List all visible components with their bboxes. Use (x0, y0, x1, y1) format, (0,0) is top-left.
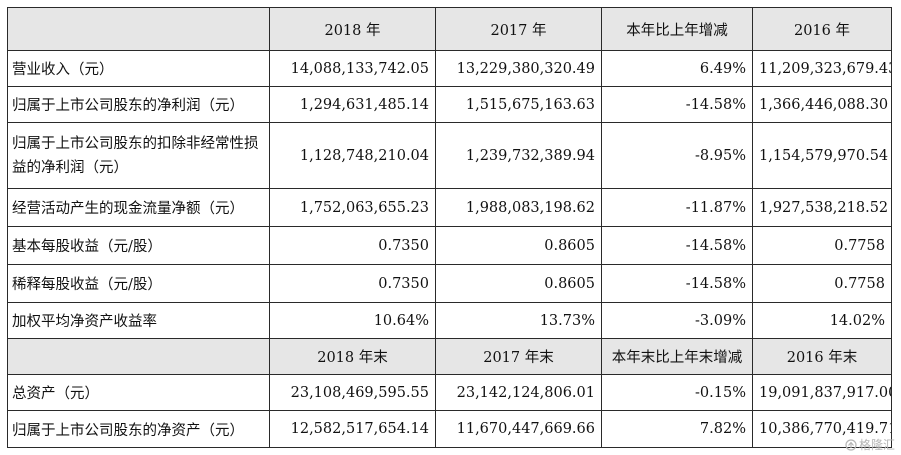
table-row-roe: 加权平均净资产收益率 10.64% 13.73% -3.09% 14.02% (7, 302, 892, 339)
table-row-operating-cash-flow: 经营活动产生的现金流量净额（元） 1,752,063,655.23 1,988,… (7, 188, 892, 227)
table-row-diluted-eps: 稀释每股收益（元/股） 0.7350 0.8605 -14.58% 0.7758 (7, 264, 892, 303)
table-row-basic-eps: 基本每股收益（元/股） 0.7350 0.8605 -14.58% 0.7758 (7, 226, 892, 265)
row-label: 营业收入（元） (7, 50, 270, 87)
value-2016: 1,366,446,088.30 (752, 86, 892, 123)
value-2016: 1,927,538,218.52 (752, 188, 892, 227)
value-2017: 1,988,083,198.62 (435, 188, 602, 227)
row-label: 加权平均净资产收益率 (7, 302, 270, 339)
value-2017: 1,515,675,163.63 (435, 86, 602, 123)
row-label: 总资产（元） (7, 374, 270, 411)
value-change-end: -0.15% (601, 374, 753, 411)
value-2016: 0.7758 (752, 264, 892, 303)
header-cell-2017: 2017 年 (435, 7, 602, 51)
header-cell-change-end: 本年末比上年末增减 (601, 338, 753, 375)
value-2016: 14.02% (752, 302, 892, 339)
value-2017: 0.8605 (435, 226, 602, 265)
header-cell-change: 本年比上年增减 (601, 7, 753, 51)
table-row-revenue: 营业收入（元） 14,088,133,742.05 13,229,380,320… (7, 50, 892, 87)
watermark: 格隆汇 (845, 436, 895, 453)
header-cell-2016: 2016 年 (752, 7, 892, 51)
row-label: 经营活动产生的现金流量净额（元） (7, 188, 270, 227)
table-row-net-profit-deducted: 归属于上市公司股东的扣除非经常性损益的净利润（元） 1,128,748,210.… (7, 122, 892, 189)
watermark-text: 格隆汇 (858, 438, 895, 452)
value-2017-end: 11,670,447,669.66 (435, 410, 602, 448)
gelonghui-logo-icon (845, 439, 857, 451)
header-cell-2018-end: 2018 年末 (269, 338, 436, 375)
row-label: 归属于上市公司股东的扣除非经常性损益的净利润（元） (7, 122, 270, 189)
value-2017: 13.73% (435, 302, 602, 339)
header-row-annual: 2018 年 2017 年 本年比上年增减 2016 年 (7, 7, 892, 51)
table-row-net-profit: 归属于上市公司股东的净利润（元） 1,294,631,485.14 1,515,… (7, 86, 892, 123)
value-change-end: 7.82% (601, 410, 753, 448)
value-2017: 0.8605 (435, 264, 602, 303)
value-change: -14.58% (601, 264, 753, 303)
value-2018: 1,294,631,485.14 (269, 86, 436, 123)
table-row-total-assets: 总资产（元） 23,108,469,595.55 23,142,124,806.… (7, 374, 892, 411)
header-cell-2017-end: 2017 年末 (435, 338, 602, 375)
value-change: -14.58% (601, 226, 753, 265)
value-2016-end: 19,091,837,917.00 (752, 374, 892, 411)
row-label: 归属于上市公司股东的净资产（元） (7, 410, 270, 448)
value-change: -14.58% (601, 86, 753, 123)
value-2016: 11,209,323,679.43 (752, 50, 892, 87)
value-2016-end: 10,386,770,419.71 (752, 410, 892, 448)
value-change: -8.95% (601, 122, 753, 189)
header-cell-2018: 2018 年 (269, 7, 436, 51)
value-2018: 0.7350 (269, 226, 436, 265)
value-2017: 13,229,380,320.49 (435, 50, 602, 87)
header-cell-blank (7, 338, 270, 375)
value-2018-end: 12,582,517,654.14 (269, 410, 436, 448)
value-2018: 10.64% (269, 302, 436, 339)
value-change: -11.87% (601, 188, 753, 227)
value-2016: 1,154,579,970.54 (752, 122, 892, 189)
row-label: 基本每股收益（元/股） (7, 226, 270, 265)
row-label: 稀释每股收益（元/股） (7, 264, 270, 303)
value-2018: 0.7350 (269, 264, 436, 303)
value-2018: 1,752,063,655.23 (269, 188, 436, 227)
value-2018-end: 23,108,469,595.55 (269, 374, 436, 411)
header-row-year-end: 2018 年末 2017 年末 本年末比上年末增减 2016 年末 (7, 338, 892, 375)
value-change: -3.09% (601, 302, 753, 339)
value-2018: 1,128,748,210.04 (269, 122, 436, 189)
value-change: 6.49% (601, 50, 753, 87)
header-cell-blank (7, 7, 270, 51)
row-label: 归属于上市公司股东的净利润（元） (7, 86, 270, 123)
financial-summary-table: 2018 年 2017 年 本年比上年增减 2016 年 营业收入（元） 14,… (7, 7, 892, 448)
header-cell-2016-end: 2016 年末 (752, 338, 892, 375)
value-2018: 14,088,133,742.05 (269, 50, 436, 87)
value-2017: 1,239,732,389.94 (435, 122, 602, 189)
table-row-net-assets: 归属于上市公司股东的净资产（元） 12,582,517,654.14 11,67… (7, 410, 892, 448)
value-2017-end: 23,142,124,806.01 (435, 374, 602, 411)
value-2016: 0.7758 (752, 226, 892, 265)
